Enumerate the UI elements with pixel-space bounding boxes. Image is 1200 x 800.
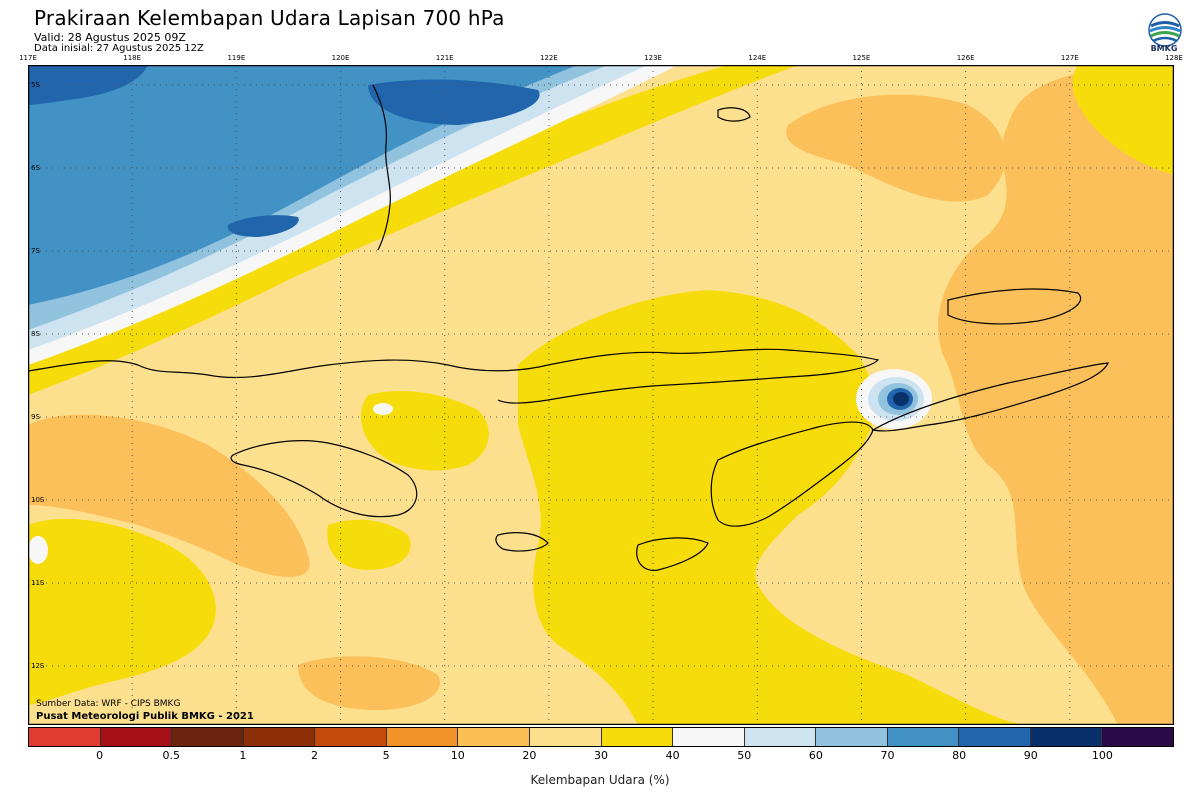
field-yellow-central (518, 290, 1028, 725)
field-dry-south (298, 656, 440, 710)
colorbar-label: 40 (665, 749, 680, 762)
field-spot-navy (893, 392, 909, 406)
coastlines (28, 84, 1109, 572)
bmkg-logo-text: BMKG (1150, 44, 1178, 53)
colorbar-swatch (816, 728, 888, 746)
colorbar-swatch (315, 728, 387, 746)
lon-tick-label: 125E (852, 54, 871, 62)
colorbar-label: 70 (880, 749, 895, 762)
colorbar-label: 50 (737, 749, 752, 762)
lon-tick-label: 122E (540, 54, 558, 62)
colorbar (28, 727, 1174, 747)
lat-tick-label: 6S (31, 164, 40, 172)
colorbar-swatch (29, 728, 101, 746)
colorbar-label: 60 (808, 749, 823, 762)
coast-north-islands (717, 107, 751, 122)
lon-tick-label: 127E (1060, 54, 1079, 62)
field-spot-island (373, 403, 393, 415)
lat-tick-label: 8S (31, 330, 40, 338)
colorbar-label: 100 (1091, 749, 1113, 762)
field-blue (28, 65, 578, 305)
lon-tick-label: 118E (123, 54, 142, 62)
colorbar-swatch (458, 728, 530, 746)
colorbar-swatch (243, 728, 316, 746)
colorbar-label: 0 (96, 749, 104, 762)
colorbar-label: 2 (311, 749, 318, 762)
field-yellow-band (28, 65, 798, 395)
colorbar-swatch (887, 728, 960, 746)
lon-tick-label: 121E (435, 54, 454, 62)
coast-rote (636, 537, 709, 572)
colorbar-label: 30 (594, 749, 608, 762)
colorbar-label: 10 (450, 749, 465, 762)
colorbar-label: 5 (382, 749, 390, 762)
colorbar-title: Kelembapan Udara (%) (530, 773, 670, 787)
colorbar-swatch (959, 728, 1031, 746)
colorbar-label: 1 (239, 749, 247, 762)
field-yellow-west (28, 518, 216, 705)
coast-sulawesi (372, 84, 391, 251)
lat-tick-label: 9S (31, 413, 40, 421)
coast-sawu (495, 532, 549, 552)
field-dry-east (938, 65, 1174, 725)
colorbar-label: 80 (952, 749, 967, 762)
field-yellow-mid (360, 390, 489, 471)
lon-tick-label: 119E (227, 54, 246, 62)
field-dark-blue-1 (368, 79, 540, 125)
colorbar-swatch (386, 728, 459, 746)
bmkg-logo-icon (1148, 13, 1182, 47)
coast-flores (497, 348, 880, 404)
longitude-ticks: 117E 118E 119E 120E 121E 122E 123E 124E 125E 126E… (19, 54, 1183, 64)
coast-tanimbar (947, 288, 1082, 325)
field-yellow-ne (1072, 65, 1174, 175)
lon-tick-label: 117E (19, 54, 37, 62)
lon-tick-label: 126E (956, 54, 975, 62)
colorbar-swatch (172, 728, 244, 746)
humidity-map (28, 65, 1174, 725)
lat-tick-label: 12S (31, 662, 45, 670)
lat-tick-label: 11S (31, 579, 45, 587)
initial-data-time: Data inisial: 27 Agustus 2025 12Z (34, 43, 204, 54)
field-spot-west (28, 536, 48, 564)
colorbar-labels: 0 0.5 1 2 5 10 20 30 40 50 60 70 80 90 100 (28, 749, 1174, 765)
colorbar-swatch (529, 728, 602, 746)
valid-time: Valid: 28 Agustus 2025 09Z (34, 31, 186, 44)
field-yellow-strip (327, 519, 411, 570)
colorbar-swatch (1102, 728, 1173, 746)
field-dark-blue-2 (227, 215, 299, 237)
map-title: Prakiraan Kelembapan Udara Lapisan 700 h… (34, 6, 505, 30)
lon-tick-label: 124E (748, 54, 767, 62)
lat-tick-label: 7S (31, 247, 40, 255)
graticule (28, 65, 1174, 725)
colorbar-label: 0.5 (162, 749, 181, 762)
lon-tick-label: 128E (1165, 54, 1183, 62)
coast-timor (710, 421, 874, 527)
colorbar-swatch (744, 728, 817, 746)
coast-timor-leste (871, 362, 1109, 432)
colorbar-swatch (100, 728, 173, 746)
field-dry-ne (786, 94, 1006, 202)
field-dry-sw (28, 414, 310, 577)
lon-tick-label: 123E (644, 54, 662, 62)
field-white-band (28, 65, 678, 365)
coast-lombok-sumbawa (28, 359, 549, 379)
lat-tick-label: 5S (31, 81, 40, 89)
lon-tick-label: 120E (331, 54, 350, 62)
coast-sumba (230, 440, 418, 518)
data-source: Sumber Data: WRF - CIPS BMKG (36, 699, 181, 709)
colorbar-swatch (1030, 728, 1103, 746)
colorbar-swatch (601, 728, 674, 746)
colorbar-label: 20 (522, 749, 537, 762)
colorbar-label: 90 (1023, 749, 1038, 762)
publisher: Pusat Meteorologi Publik BMKG - 2021 (36, 711, 254, 722)
lat-tick-label: 10S (31, 496, 45, 504)
colorbar-swatch (673, 728, 745, 746)
